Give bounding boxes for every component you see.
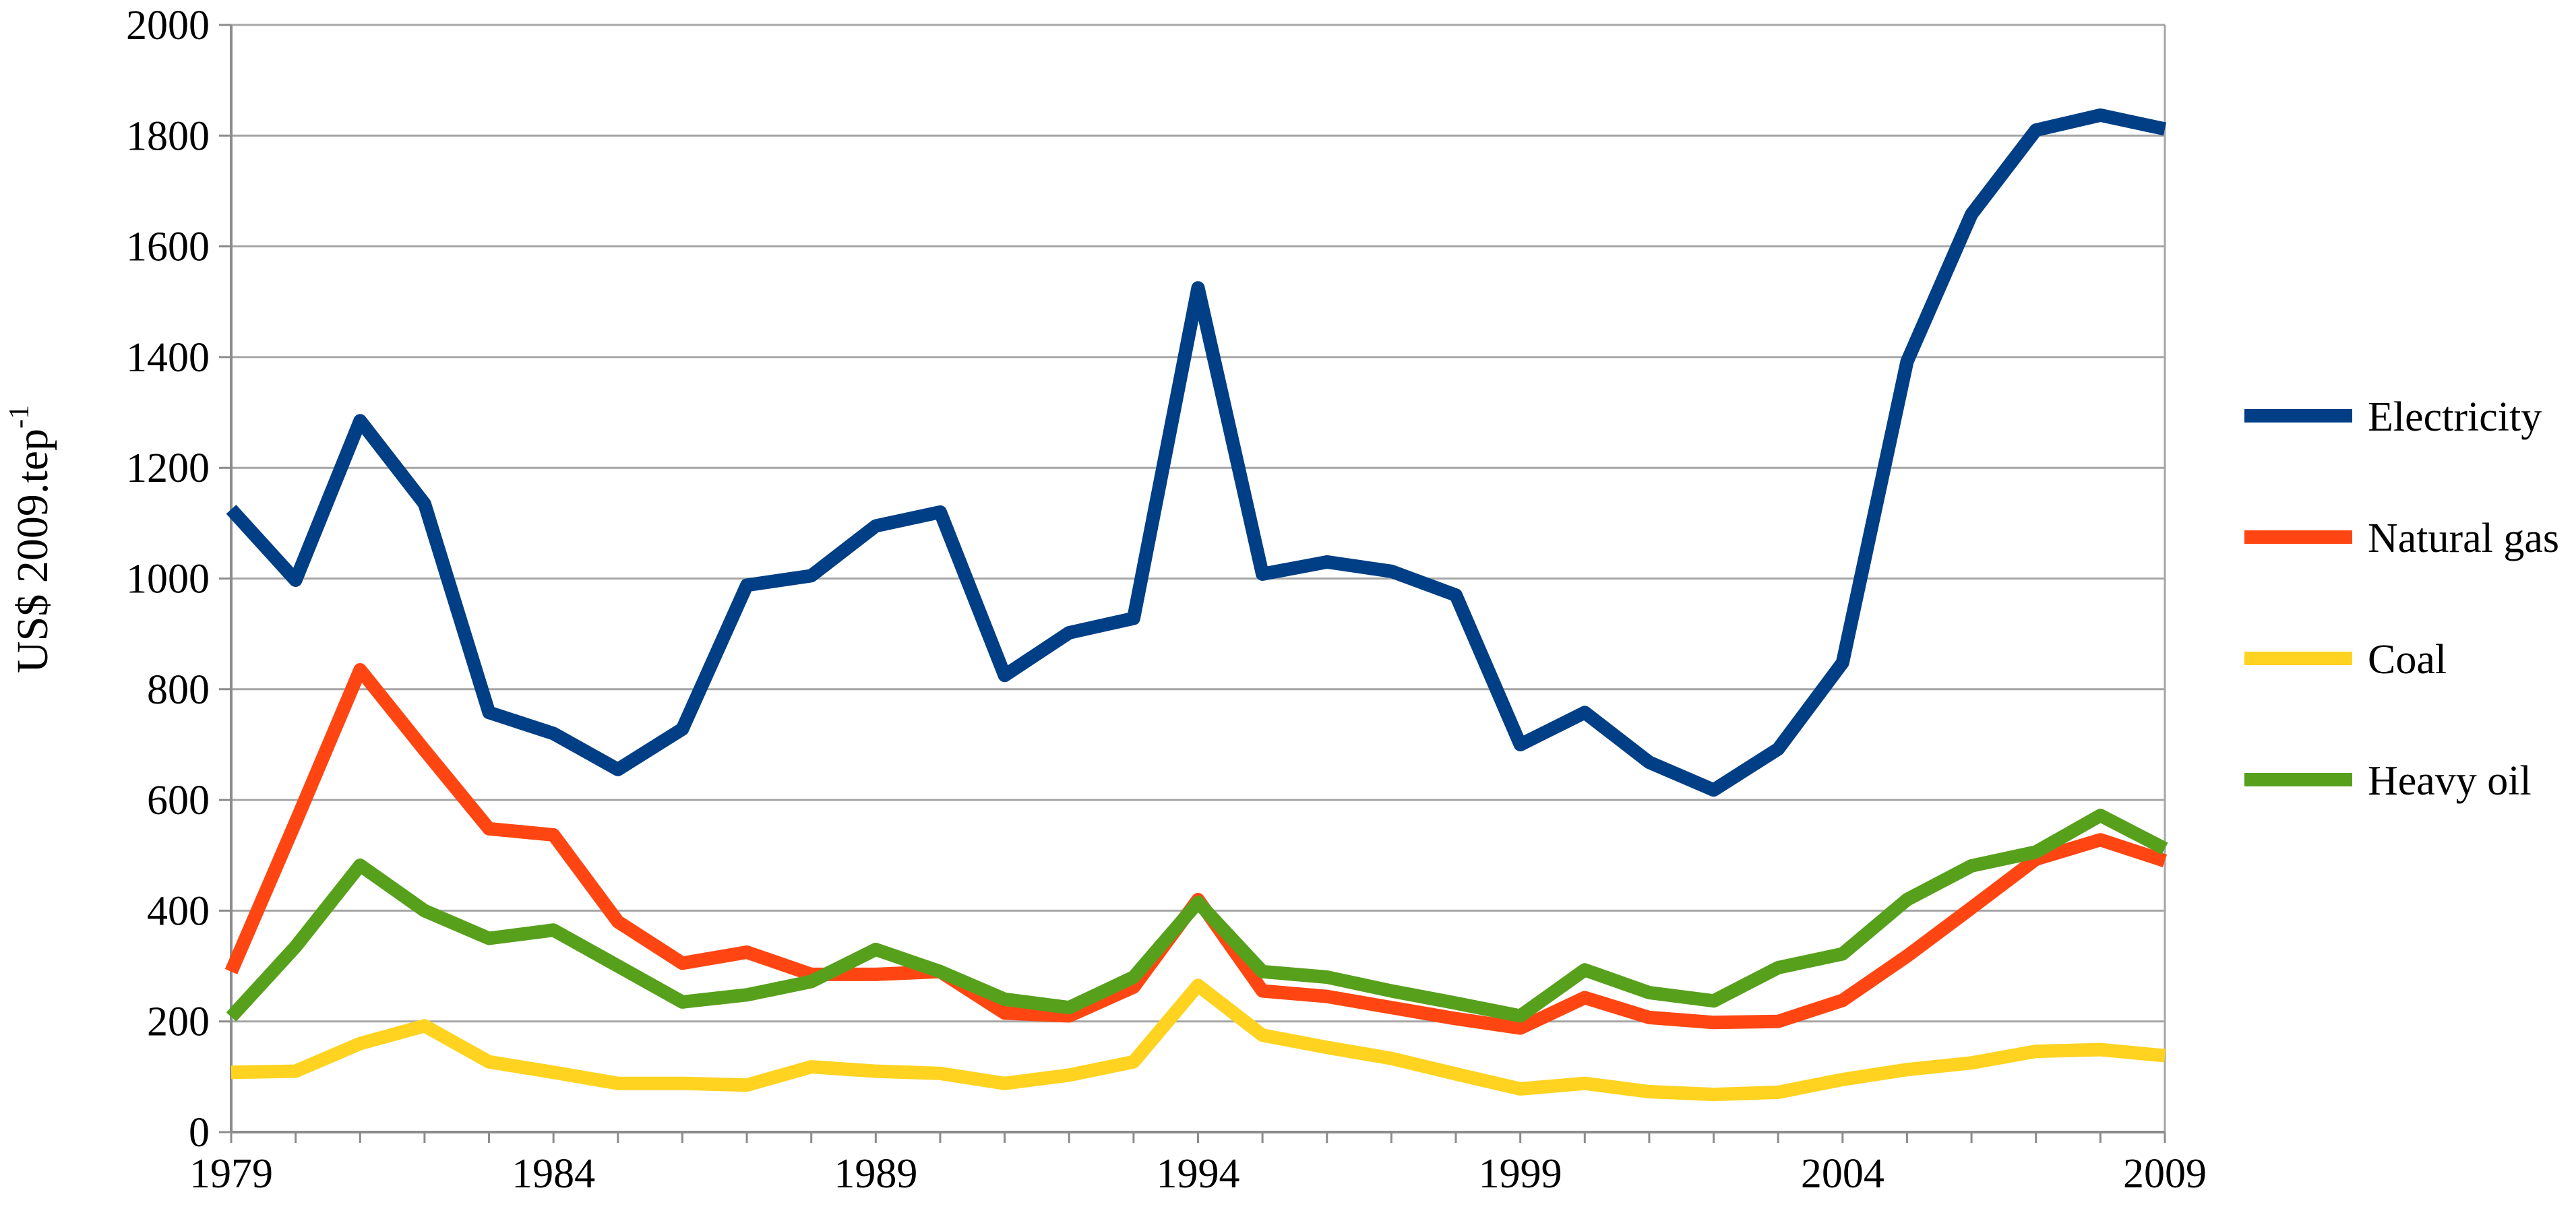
y-tick-label: 1000 <box>126 557 210 602</box>
y-tick-label: 1800 <box>126 113 210 159</box>
y-tick-label: 200 <box>147 999 210 1045</box>
y-tick-label: 0 <box>189 1110 210 1156</box>
y-tick-labels: 0 200 400 600 800 1000 1200 1400 1600 1800 2000 <box>126 3 210 1156</box>
x-tick-label: 1979 <box>189 1151 273 1197</box>
x-tick-label: 1989 <box>834 1151 917 1197</box>
legend-label-natural-gas: Natural gas <box>2368 516 2559 561</box>
y-tick-label: 400 <box>147 888 210 934</box>
gridlines <box>231 24 2166 1132</box>
x-tick-labels: 1979 1984 1989 1994 1999 2004 2009 <box>189 1151 2207 1197</box>
series-line-coal <box>231 978 2166 1102</box>
legend-label-electricity: Electricity <box>2368 394 2542 440</box>
series-lines <box>224 108 2168 1102</box>
legend: Electricity Natural gas Coal Heavy oil <box>2244 394 2559 804</box>
y-axis-label: US$ 2009.tep-1 <box>4 405 57 673</box>
series-line-heavy-oil <box>226 809 2168 1023</box>
y-tick-label: 600 <box>147 778 210 823</box>
legend-label-coal: Coal <box>2368 637 2447 683</box>
series-line-electricity <box>226 108 2167 797</box>
y-tick-label: 2000 <box>126 3 210 49</box>
x-tick-label: 1994 <box>1157 1151 1240 1197</box>
axes <box>219 24 2166 1143</box>
x-tick-label: 2009 <box>2123 1151 2207 1197</box>
x-tick-label: 1984 <box>512 1151 595 1197</box>
y-axis-label-main: US$ 2009.tep <box>8 429 57 673</box>
x-tick-label: 1999 <box>1479 1151 1562 1197</box>
y-tick-label: 1600 <box>126 224 210 270</box>
y-tick-label: 800 <box>147 667 210 713</box>
x-tick-label: 2004 <box>1801 1151 1884 1197</box>
y-tick-label: 1400 <box>126 335 210 381</box>
y-axis-label-superscript: -1 <box>4 405 35 429</box>
y-tick-label: 1200 <box>126 445 210 491</box>
legend-label-heavy-oil: Heavy oil <box>2368 758 2532 804</box>
